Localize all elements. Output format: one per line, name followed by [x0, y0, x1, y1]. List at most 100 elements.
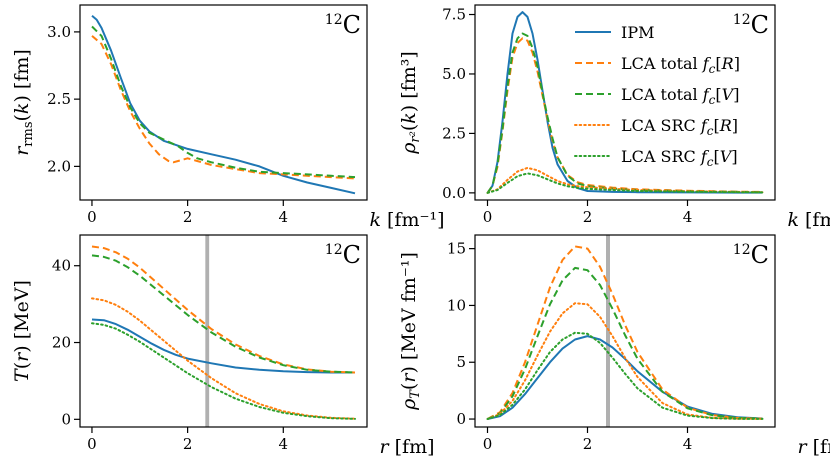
legend-label-main: LCA total: [621, 85, 703, 104]
nucleus-tag-mass: 12: [733, 12, 751, 28]
series-line-lca_v-dotted: [91, 322, 356, 420]
y-tick-label: 40: [52, 257, 71, 275]
x-tick-label: 2: [583, 435, 593, 453]
x-tick-label: 2: [183, 435, 193, 453]
legend-label: IPM: [621, 23, 654, 42]
nucleus-tag-mass: 12: [733, 242, 751, 258]
nucleus-tag: 12C: [733, 11, 769, 39]
series-line-lca_r-dashed: [487, 245, 763, 420]
legend-label: LCA total fc[V]: [621, 85, 739, 107]
legend-label-open: [: [714, 147, 720, 166]
y-tick-label: 10: [447, 296, 466, 314]
x-tick-label: 0: [87, 208, 97, 226]
y-tick-label: 7.5: [442, 6, 466, 24]
legend-label-main: LCA total: [621, 54, 703, 73]
legend-label-sub: c: [707, 155, 714, 169]
ylabel-rho_T: ρT(r) [MeV fm⁻¹]: [398, 252, 423, 411]
y-tick-label: 5.0: [442, 65, 466, 83]
nucleus-tag-mass: 12: [325, 242, 343, 258]
series-line-lca_r-dashed: [91, 35, 356, 180]
y-tick-label: 0: [61, 410, 71, 428]
x-tick-label: 0: [483, 435, 493, 453]
ylabel-rrms: rrms(k) [fm]: [11, 49, 36, 156]
legend-label-open: [: [715, 85, 721, 104]
series-line-lca_v-dashed: [91, 254, 356, 374]
nucleus-tag: 12C: [325, 241, 361, 269]
x-tick-label: 4: [279, 435, 289, 453]
nucleus-tag-symbol: C: [751, 11, 769, 39]
nucleus-tag-mass: 12: [325, 12, 343, 28]
series-line-lca_r-dashed: [91, 245, 356, 374]
legend-label-sub: c: [709, 62, 716, 76]
legend-label-kind: R: [721, 54, 734, 73]
y-tick-label: 20: [52, 334, 71, 352]
legend-label-kind: V: [722, 85, 735, 104]
y-tick-label: 0.0: [442, 184, 466, 202]
xlabel-rrms: k [fm⁻¹]: [369, 209, 444, 231]
legend-label-open: [: [715, 54, 721, 73]
y-tick-label: 0: [456, 410, 466, 428]
series-line-lca_r-dotted: [91, 297, 356, 420]
xlabel-rho_T: r [fm]: [797, 436, 830, 458]
y-tick-label: 2.5: [47, 90, 71, 108]
legend-label-f: f: [700, 147, 710, 166]
series-group: [91, 15, 356, 195]
x-tick-label: 2: [183, 208, 193, 226]
legend-label: LCA SRC fc[V]: [621, 147, 738, 169]
y-tick-label: 2.5: [442, 124, 466, 142]
nucleus-tag: 12C: [733, 241, 769, 269]
legend-label-sub: c: [707, 124, 714, 138]
y-tick-label: 2.0: [47, 157, 71, 175]
y-tick-label: 3.0: [47, 23, 71, 41]
series-line-ipm-solid: [91, 15, 356, 195]
axes-frame: [474, 4, 776, 201]
nucleus-tag-symbol: C: [343, 241, 361, 269]
legend-label: LCA SRC fc[R]: [621, 116, 738, 138]
x-tick-label: 2: [583, 208, 593, 226]
legend-label-close: ]: [732, 116, 738, 135]
legend-label-f: f: [700, 116, 710, 135]
legend-label-kind: R: [719, 116, 732, 135]
highlight-band: [205, 235, 210, 427]
ylabel-rho_r2: ρr²(k) [fm³]: [398, 51, 423, 155]
legend-label-close: ]: [731, 147, 737, 166]
legend-label-open: [: [714, 116, 720, 135]
series-line-lca_v-dashed: [487, 266, 763, 420]
x-tick-label: 0: [87, 435, 97, 453]
xlabel-T_r: r [fm]: [379, 436, 434, 458]
series-line-lca_v-dotted: [486, 331, 764, 420]
xlabel-rho_r2: k [fm⁻¹]: [787, 209, 830, 231]
series-line-ipm-solid: [91, 318, 355, 374]
axes-frame: [79, 234, 368, 428]
series-line-lca_v-dotted: [486, 172, 764, 194]
nucleus-tag-symbol: C: [343, 11, 361, 39]
series-line-lca_r-dotted: [486, 166, 764, 194]
x-tick-label: 0: [483, 208, 493, 226]
series-group: [486, 11, 764, 194]
series-line-ipm-solid: [486, 11, 763, 194]
highlight-band: [606, 235, 610, 427]
series-line-ipm-solid: [487, 335, 763, 420]
legend-label-f: f: [702, 54, 712, 73]
legend-label-kind: V: [720, 147, 733, 166]
x-tick-label: 4: [683, 435, 693, 453]
legend-label-close: ]: [734, 54, 740, 73]
x-tick-label: 4: [279, 208, 289, 226]
legend-label-main: LCA SRC: [621, 116, 701, 135]
legend-label-f: f: [702, 85, 712, 104]
axes-frame: [79, 4, 368, 201]
axes-frame: [474, 234, 776, 428]
legend-label-close: ]: [733, 85, 739, 104]
series-line-lca_v-dashed: [91, 25, 356, 179]
legend-label-main: LCA SRC: [621, 147, 701, 166]
nucleus-tag-symbol: C: [751, 241, 769, 269]
nucleus-tag: 12C: [325, 11, 361, 39]
y-tick-label: 5: [456, 353, 466, 371]
series-group: [486, 245, 764, 420]
